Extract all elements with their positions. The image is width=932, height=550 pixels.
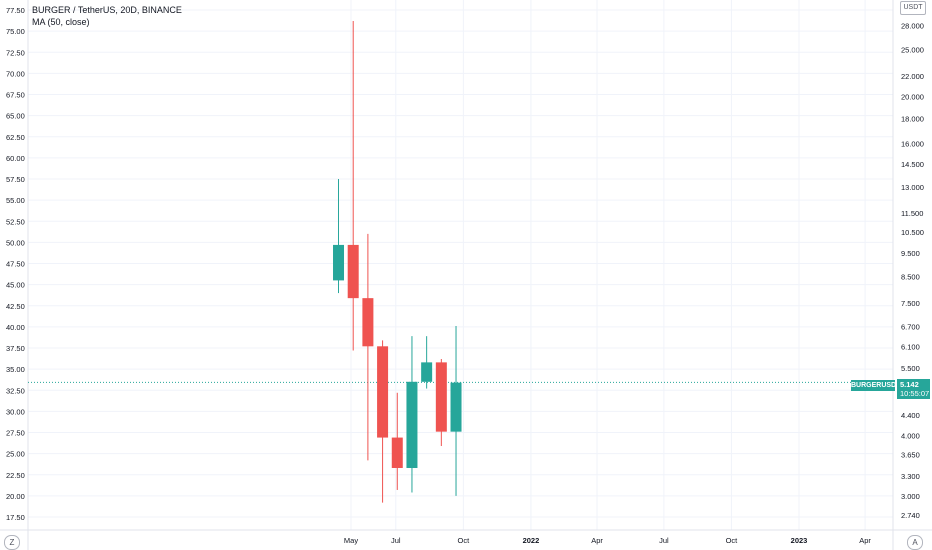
right-price-axis: 31.00028.00025.00022.00020.00018.00016.0… [901,0,924,520]
bar-countdown: 10:55:07 [900,389,930,398]
candle[interactable] [435,358,447,447]
time-axis: May Jul Oct 2022 Apr Jul Oct 2023 Apr [344,536,872,545]
left-axis-tick: 47.50 [6,260,25,269]
chart-grid [28,0,893,530]
candle-body [435,362,447,432]
right-axis-tick: 9.500 [901,249,920,258]
left-axis-tick: 35.00 [6,365,25,374]
left-axis-tick: 70.00 [6,69,25,78]
right-axis-tick: 10.500 [901,228,924,237]
candle-body [333,244,345,281]
candle-body [450,382,462,432]
left-axis-tick: 40.00 [6,323,25,332]
chart-title: BURGER / TetherUS, 20D, BINANCE [32,5,182,15]
left-axis-tick: 60.00 [6,154,25,163]
right-axis-tick: 13.000 [901,183,924,192]
right-axis-tick: 4.400 [901,411,920,420]
right-axis-tick: 25.000 [901,45,924,54]
candle[interactable] [406,336,418,493]
right-axis-tick: 2.740 [901,511,920,520]
indicator-label[interactable]: MA (50, close) [32,17,90,27]
right-axis-tick: 3.650 [901,451,920,460]
candle[interactable] [362,233,374,461]
candle[interactable] [333,179,345,294]
symbol-price-label: BURGERUSDT [851,380,901,391]
time-axis-tick: May [344,536,358,545]
right-axis-tick: 16.000 [901,139,924,148]
right-axis-tick: 20.000 [901,92,924,101]
right-axis-tick: 28.000 [901,21,924,30]
right-axis-tick: 6.100 [901,342,920,351]
candles [333,20,462,503]
left-axis-tick: 30.00 [6,407,25,416]
time-axis-tick: Apr [859,536,871,545]
candle[interactable] [391,392,403,490]
left-axis-tick: 52.50 [6,217,25,226]
time-axis-tick: 2023 [791,536,808,545]
left-axis-tick: 57.50 [6,175,25,184]
candle-body [347,244,359,299]
left-axis-tick: 37.50 [6,344,25,353]
left-axis-tick: 72.50 [6,48,25,57]
candle-body [406,381,418,468]
left-axis-tick: 62.50 [6,133,25,142]
candle[interactable] [450,326,462,496]
left-axis-tick: 75.00 [6,27,25,36]
candle-body [391,437,403,468]
time-axis-tick: Oct [458,536,471,545]
auto-scale-button[interactable]: A [907,535,923,550]
time-axis-tick: Jul [659,536,669,545]
right-axis-tick: 6.700 [901,323,920,332]
time-axis-tick: 2022 [523,536,540,545]
left-axis-tick: 50.00 [6,238,25,247]
right-axis-tick: 3.000 [901,492,920,501]
candle-body [362,298,374,347]
right-axis-tick: 8.500 [901,273,920,282]
right-axis-tick: 5.500 [901,364,920,373]
candle-body [377,346,389,438]
left-axis-tick: 65.00 [6,112,25,121]
right-axis-tick: 7.500 [901,299,920,308]
right-axis-tick: 11.500 [901,209,923,218]
candle[interactable] [421,336,433,389]
left-axis-tick: 67.50 [6,91,25,100]
left-axis-tick: 25.00 [6,450,25,459]
right-axis-tick: 18.000 [901,115,924,124]
last-price-value: 5.142 [900,380,919,389]
last-price-label: 5.142 10:55:07 [897,379,930,399]
candle[interactable] [377,340,389,503]
time-axis-tick: Apr [591,536,603,545]
time-axis-tick: Oct [726,536,739,545]
left-axis-tick: 77.50 [6,6,25,15]
left-axis-tick: 20.00 [6,492,25,501]
time-axis-tick: Jul [391,536,401,545]
left-axis-tick: 42.50 [6,302,25,311]
right-axis-tick: 3.300 [901,472,920,481]
left-axis-tick: 55.00 [6,196,25,205]
candle[interactable] [347,20,359,351]
right-axis-tick: 22.000 [901,72,924,81]
currency-label[interactable]: USDT [900,1,926,15]
left-axis-tick: 27.50 [6,429,25,438]
left-axis-tick: 45.00 [6,281,25,290]
right-axis-tick: 4.000 [901,431,920,440]
left-axis-tick: 32.50 [6,386,25,395]
left-axis-tick: 17.50 [6,513,25,522]
candle-body [421,362,433,382]
scale-z-button[interactable]: Z [4,535,20,550]
left-axis-tick: 22.50 [6,471,25,480]
left-price-axis: 77.50 75.00 72.50 70.00 67.50 65.00 62.50 60.00… [6,6,25,522]
right-axis-tick: 14.500 [901,160,924,169]
